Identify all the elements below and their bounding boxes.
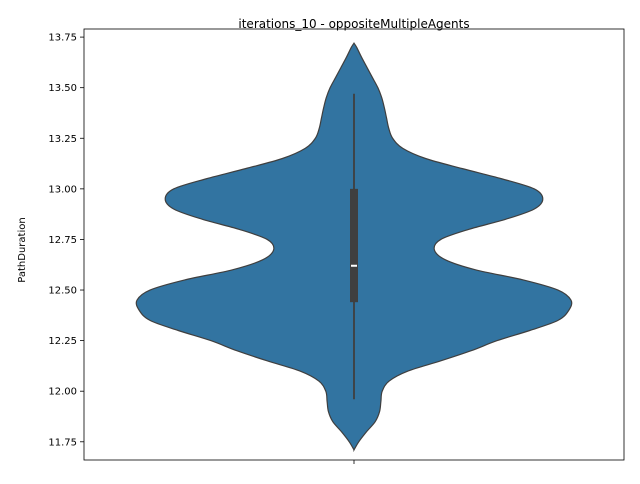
y-tick-label: 11.75 [48, 437, 77, 448]
y-tick-label: 13.75 [48, 33, 77, 44]
plot-area [135, 42, 573, 453]
y-tick-label: 12.75 [48, 235, 77, 246]
y-tick-label: 12.00 [48, 387, 77, 398]
y-axis: 11.75 12.00 12.25 12.50 12.75 13.00 13.25 13.50… [48, 33, 84, 448]
y-tick-label: 12.25 [48, 336, 77, 347]
y-axis-label: PathDuration [17, 217, 28, 282]
y-tick-label: 13.25 [48, 134, 77, 145]
iqr-box [350, 188, 358, 303]
y-tick-label: 12.50 [48, 286, 77, 297]
chart-title: iterations_10 - oppositeMultipleAgents [238, 17, 469, 31]
y-tick-label: 13.50 [48, 83, 77, 94]
y-tick-label: 13.00 [48, 184, 77, 195]
